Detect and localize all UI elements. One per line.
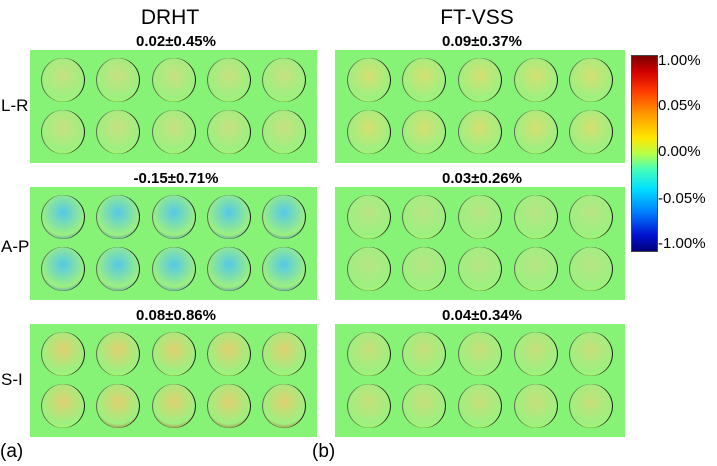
panel-stat-drht-si: 0.08±0.86% [136,307,216,324]
slice-map-0-1-1-1 [96,247,141,291]
slice-map-1-1-1-4 [569,247,614,291]
column-title-drht: DRHT [140,6,200,29]
slice-map-1-2-0-0 [346,332,391,376]
figure-label-b: (b) [312,441,336,462]
slice-map-0-2-0-4 [261,332,306,376]
slice-map-1-0-1-0 [346,110,391,154]
slice-map-1-1-1-2 [458,247,502,291]
slice-map-1-1-0-0 [346,195,391,239]
panel-stat-drht-lr: 0.02±0.45% [136,33,216,50]
slice-map-0-0-0-1 [96,58,141,102]
slice-map-0-1-0-1 [96,195,141,239]
slice-map-1-0-1-3 [513,110,558,154]
slice-map-1-2-1-4 [569,384,614,428]
slice-map-0-2-1-4 [261,384,306,428]
colorbar [631,55,658,252]
slice-map-1-0-1-1 [402,110,447,154]
slice-map-1-2-0-4 [569,332,614,376]
slice-map-1-0-0-0 [346,58,391,102]
panel-stat-drht-ap: -0.15±0.71% [133,170,219,187]
slice-map-0-0-0-0 [41,58,86,102]
slice-map-0-0-1-3 [206,110,251,154]
slice-map-1-0-1-4 [569,110,614,154]
slice-map-0-1-1-0 [41,247,86,291]
colorbar-tick-max: 1.00% [658,52,701,69]
colorbar-tick-lower: -0.05% [658,190,706,207]
row-label-si: S-I [1,370,23,389]
slice-map-1-2-1-2 [458,384,502,428]
slice-map-1-2-0-3 [513,332,558,376]
slice-map-1-1-0-3 [513,195,558,239]
panel-drht-ap [30,187,317,300]
slice-map-1-0-0-3 [513,58,558,102]
slice-map-1-0-0-4 [569,58,614,102]
panel-drht-si [30,324,317,437]
slice-map-0-0-1-0 [41,110,86,154]
slice-map-1-2-1-3 [513,384,558,428]
slice-map-1-1-0-4 [569,195,614,239]
slice-map-1-2-0-2 [458,332,502,376]
slice-map-0-1-0-0 [41,195,86,239]
slice-map-1-1-1-3 [513,247,558,291]
slice-map-0-2-0-1 [96,332,141,376]
slice-map-1-2-1-1 [402,384,447,428]
slice-map-0-1-1-4 [261,247,306,291]
slice-map-0-0-1-1 [96,110,141,154]
slice-map-0-2-1-3 [206,384,251,428]
slice-map-0-0-0-4 [261,58,306,102]
row-label-ap: A-P [1,237,30,256]
slice-map-0-2-0-3 [206,332,251,376]
slice-map-1-2-0-1 [402,332,447,376]
slice-map-0-1-0-2 [151,195,196,239]
slice-map-1-1-0-2 [458,195,502,239]
panel-ftvss-lr [335,50,625,163]
slice-map-1-2-1-0 [346,384,391,428]
slice-map-0-1-1-2 [151,247,196,291]
panel-stat-ftvss-si: 0.04±0.34% [442,307,522,324]
slice-map-0-0-1-2 [151,110,196,154]
row-label-lr: L-R [1,96,29,115]
slice-map-0-2-0-2 [151,332,196,376]
slice-map-1-0-0-2 [458,58,502,102]
slice-map-1-0-0-1 [402,58,447,102]
slice-map-1-0-1-2 [458,110,502,154]
slice-map-0-2-1-2 [151,384,196,428]
slice-map-0-0-0-3 [206,58,251,102]
colorbar-tick-zero: 0.00% [658,143,701,160]
slice-map-0-2-1-0 [41,384,86,428]
slice-map-1-1-0-1 [402,195,447,239]
slice-map-0-0-1-4 [261,110,306,154]
panel-drht-lr [30,50,317,163]
slice-map-0-1-0-3 [206,195,251,239]
slice-map-1-1-1-1 [402,247,447,291]
slice-map-0-2-0-0 [41,332,86,376]
panel-ftvss-si [335,324,625,437]
colorbar-tick-upper: 0.05% [658,97,701,114]
panel-stat-ftvss-ap: 0.03±0.26% [442,170,522,187]
slice-map-1-1-1-0 [346,247,391,291]
panel-stat-ftvss-lr: 0.09±0.37% [442,33,522,50]
slice-map-0-0-0-2 [151,58,196,102]
slice-map-0-1-0-4 [261,195,306,239]
slice-map-0-1-1-3 [206,247,251,291]
figure-label-a: (a) [0,441,24,462]
slice-map-0-2-1-1 [96,384,141,428]
colorbar-tick-min: -1.00% [658,235,706,252]
panel-ftvss-ap [335,187,625,300]
column-title-ftvss: FT-VSS [440,6,514,29]
